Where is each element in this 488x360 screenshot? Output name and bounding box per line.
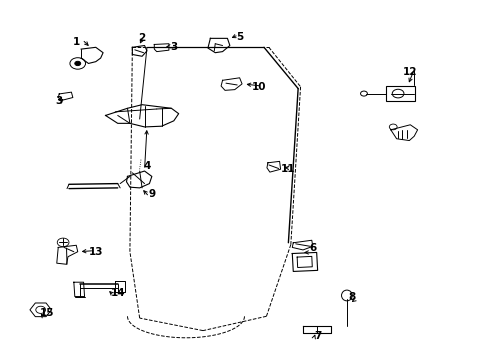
Text: 4: 4	[143, 161, 150, 171]
Text: 3: 3	[56, 96, 62, 106]
Text: 15: 15	[40, 308, 54, 318]
Text: 6: 6	[308, 243, 316, 253]
FancyBboxPatch shape	[385, 86, 414, 101]
Text: 5: 5	[236, 32, 243, 41]
Text: 2: 2	[138, 33, 145, 43]
Circle shape	[75, 61, 81, 66]
Text: 14: 14	[110, 288, 125, 298]
Text: 13: 13	[88, 247, 103, 257]
Text: 3: 3	[170, 42, 177, 52]
Text: 7: 7	[313, 331, 321, 341]
Text: 1: 1	[73, 37, 80, 47]
Text: 8: 8	[347, 292, 355, 302]
Text: 9: 9	[148, 189, 155, 199]
Text: 11: 11	[281, 164, 295, 174]
Text: 10: 10	[251, 82, 266, 92]
Text: 12: 12	[402, 67, 417, 77]
